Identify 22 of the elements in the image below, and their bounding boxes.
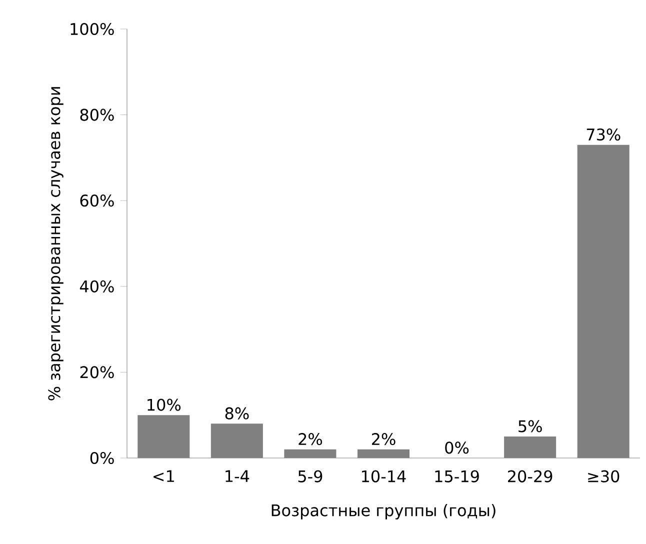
y-tick-label: 60% [80,194,114,207]
x-tick-label: 15-19 [435,470,479,482]
y-tick-label: 100% [70,22,114,36]
y-tick-label: 0% [90,452,114,464]
x-tick-label: 10-14 [362,470,406,482]
x-tick-label: 20-29 [508,470,552,482]
y-tick-label: 80% [80,108,114,121]
data-label: 10% [148,398,181,411]
data-label: 73% [586,128,620,141]
y-tick-label: 40% [80,280,114,292]
data-label: 2% [372,433,396,446]
x-tick-label: ≥30 [588,470,620,482]
x-tick-label: <1 [154,470,174,482]
data-label: 8% [225,407,249,420]
x-axis-title: Возрастные группы (годы) [272,504,496,520]
x-tick-label: 5-9 [298,470,322,482]
data-label: 0% [445,442,469,454]
y-tick-label: 20% [80,366,114,378]
y-axis-title: % зарегистрированных случаев кори [48,87,64,400]
data-label: 2% [298,433,322,446]
x-tick-label: 1-4 [226,470,250,482]
data-label: 5% [518,420,542,432]
